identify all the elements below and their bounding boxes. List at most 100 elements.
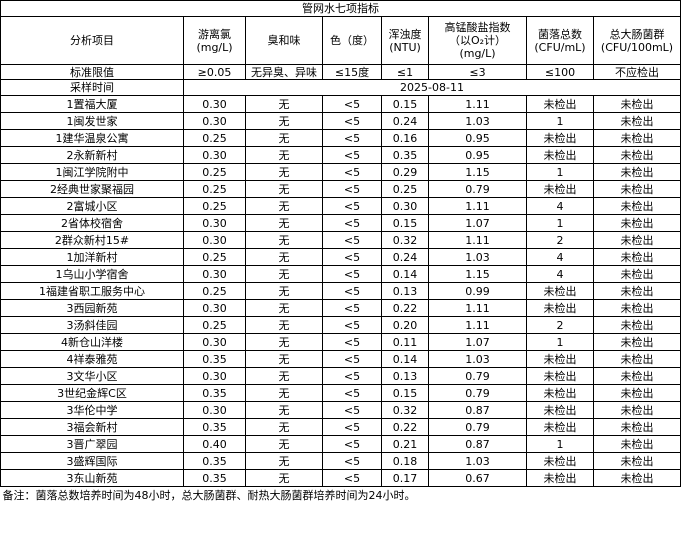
data-row: 3盛辉国际 0.35 无 <5 0.18 1.03 未检出 未检出 [0, 452, 681, 470]
data-cell: <5 [322, 231, 382, 249]
data-cell: 未检出 [593, 112, 681, 130]
data-cell: 未检出 [526, 350, 594, 368]
data-cell: 未检出 [526, 452, 594, 470]
data-cell: 1 [526, 333, 594, 351]
standard-value: ≤1 [381, 64, 429, 80]
data-cell: 0.30 [183, 333, 246, 351]
data-cell: 无 [245, 265, 323, 283]
data-cell: 0.25 [183, 197, 246, 215]
data-cell: 未检出 [593, 163, 681, 181]
data-cell: 0.35 [183, 418, 246, 436]
data-cell: 未检出 [593, 367, 681, 385]
data-cell: 无 [245, 333, 323, 351]
data-cell: 2 [526, 316, 594, 334]
data-row: 3晋广翠园 0.40 无 <5 0.21 0.87 1 未检出 [0, 435, 681, 453]
column-header: 浑浊度 (NTU) [381, 16, 429, 65]
data-row: 1建华温泉公寓 0.25 无 <5 0.16 0.95 未检出 未检出 [0, 129, 681, 147]
site-name: 3晋广翠园 [0, 435, 184, 453]
data-cell: 无 [245, 231, 323, 249]
data-cell: 1.11 [428, 316, 527, 334]
data-cell: 0.95 [428, 129, 527, 147]
data-row: 1置福大厦 0.30 无 <5 0.15 1.11 未检出 未检出 [0, 95, 681, 113]
data-cell: 未检出 [526, 299, 594, 317]
data-row: 4祥泰雅苑 0.35 无 <5 0.14 1.03 未检出 未检出 [0, 350, 681, 368]
data-cell: 1.15 [428, 265, 527, 283]
data-cell: 未检出 [593, 197, 681, 215]
data-cell: 0.67 [428, 469, 527, 487]
data-cell: 未检出 [526, 401, 594, 419]
data-cell: 未检出 [593, 248, 681, 266]
data-cell: 0.14 [381, 350, 429, 368]
data-cell: 无 [245, 435, 323, 453]
data-cell: 0.30 [183, 231, 246, 249]
data-row: 3汤斜佳园 0.25 无 <5 0.20 1.11 2 未检出 [0, 316, 681, 334]
data-cell: 0.15 [381, 95, 429, 113]
data-cell: <5 [322, 299, 382, 317]
data-cell: 1 [526, 112, 594, 130]
data-row: 1加洋新村 0.25 无 <5 0.24 1.03 4 未检出 [0, 248, 681, 266]
data-row: 1闽发世家 0.30 无 <5 0.24 1.03 1 未检出 [0, 112, 681, 130]
sampling-date: 2025-08-11 [183, 79, 681, 96]
data-cell: 0.35 [381, 146, 429, 164]
data-cell: 未检出 [593, 95, 681, 113]
data-cell: 0.30 [183, 146, 246, 164]
row-label: 采样时间 [0, 79, 184, 96]
data-cell: 未检出 [593, 214, 681, 232]
data-cell: 0.13 [381, 282, 429, 300]
data-cell: 0.25 [183, 248, 246, 266]
data-cell: 0.79 [428, 367, 527, 385]
data-cell: 0.30 [381, 197, 429, 215]
data-cell: 未检出 [593, 265, 681, 283]
data-cell: 0.35 [183, 384, 246, 402]
data-cell: 无 [245, 95, 323, 113]
data-row: 3东山新苑 0.35 无 <5 0.17 0.67 未检出 未检出 [0, 469, 681, 487]
data-cell: 未检出 [526, 180, 594, 198]
data-cell: 0.15 [381, 384, 429, 402]
data-cell: 0.18 [381, 452, 429, 470]
data-cell: 未检出 [593, 333, 681, 351]
data-cell: 0.35 [183, 452, 246, 470]
data-cell: 无 [245, 452, 323, 470]
data-cell: 0.30 [183, 112, 246, 130]
data-cell: 未检出 [526, 129, 594, 147]
data-cell: <5 [322, 333, 382, 351]
data-cell: 无 [245, 367, 323, 385]
table-title: 管网水七项指标 [0, 0, 681, 17]
data-cell: <5 [322, 452, 382, 470]
data-cell: 0.30 [183, 214, 246, 232]
data-cell: 无 [245, 384, 323, 402]
data-cell: 无 [245, 248, 323, 266]
data-cell: 2 [526, 231, 594, 249]
site-name: 2富城小区 [0, 197, 184, 215]
data-cell: 0.30 [183, 401, 246, 419]
column-header: 总大肠菌群 (CFU/100mL) [593, 16, 681, 65]
data-cell: 0.24 [381, 112, 429, 130]
site-name: 2经典世家聚福园 [0, 180, 184, 198]
data-cell: 0.32 [381, 401, 429, 419]
data-cell: 无 [245, 469, 323, 487]
data-cell: 1.11 [428, 231, 527, 249]
data-cell: 0.30 [183, 299, 246, 317]
table-body: 管网水七项指标 分析项目 游离氯 (mg/L) 臭和味 色（度） 浑浊度 (NTU) 高锰酸… [0, 0, 681, 504]
standard-value: 不应检出 [593, 64, 681, 80]
data-cell: 0.25 [381, 180, 429, 198]
data-row: 2永新新村 0.30 无 <5 0.35 0.95 未检出 未检出 [0, 146, 681, 164]
site-name: 2省体校宿舍 [0, 214, 184, 232]
data-cell: <5 [322, 214, 382, 232]
data-cell: 0.20 [381, 316, 429, 334]
data-row: 4新仓山洋楼 0.30 无 <5 0.11 1.07 1 未检出 [0, 333, 681, 351]
data-cell: <5 [322, 384, 382, 402]
data-cell: 0.22 [381, 418, 429, 436]
site-name: 3盛辉国际 [0, 452, 184, 470]
data-cell: 1.15 [428, 163, 527, 181]
data-cell: 1.03 [428, 112, 527, 130]
data-cell: 0.95 [428, 146, 527, 164]
data-cell: 未检出 [593, 299, 681, 317]
data-cell: <5 [322, 316, 382, 334]
data-cell: 0.22 [381, 299, 429, 317]
data-row: 1福建省职工服务中心 0.25 无 <5 0.13 0.99 未检出 未检出 [0, 282, 681, 300]
data-cell: <5 [322, 248, 382, 266]
site-name: 2群众新村15# [0, 231, 184, 249]
standard-value: 无异臭、异味 [245, 64, 323, 80]
